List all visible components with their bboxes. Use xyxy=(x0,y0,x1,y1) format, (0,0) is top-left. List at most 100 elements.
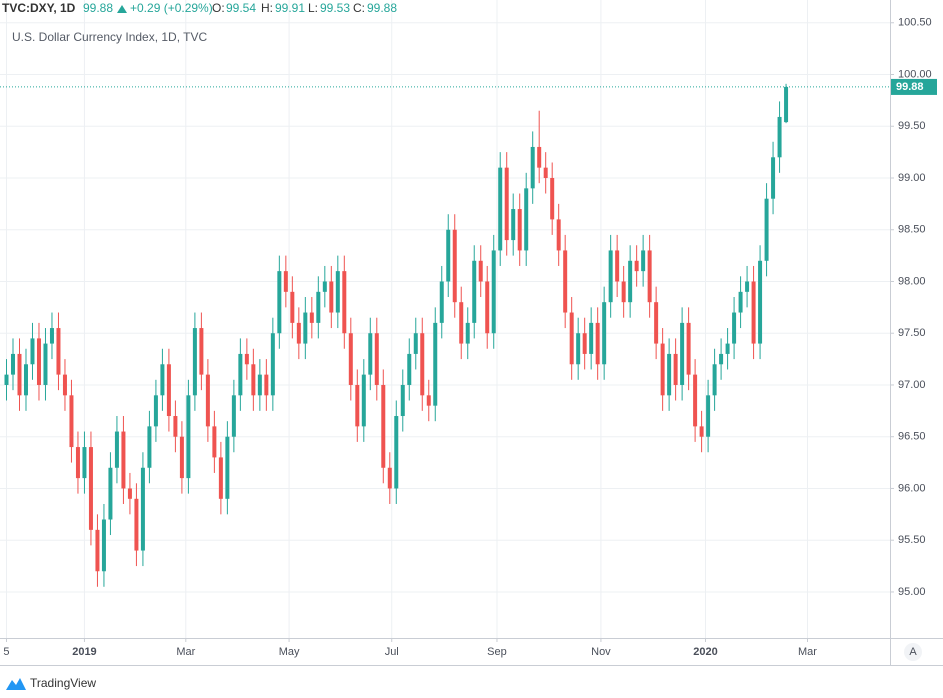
candle-body xyxy=(166,364,171,417)
candle-body xyxy=(407,353,412,385)
y-tick-label: 99.00 xyxy=(898,172,926,184)
candle-body xyxy=(179,436,184,479)
change: +0.29 (+0.29%) xyxy=(130,1,213,15)
candle-body xyxy=(43,343,48,385)
candle-body xyxy=(589,322,594,354)
candle-body xyxy=(647,250,652,303)
candle-body xyxy=(75,447,80,479)
candle-body xyxy=(10,353,15,375)
candle-body xyxy=(686,322,691,375)
candle-body xyxy=(511,209,516,241)
candle-body xyxy=(725,343,730,354)
candle-body xyxy=(140,467,145,551)
candle-body xyxy=(101,519,106,572)
candle-body xyxy=(465,322,470,344)
y-tick-label: 98.00 xyxy=(898,275,926,287)
x-tick-label: 2020 xyxy=(693,646,717,658)
candle-body xyxy=(69,395,74,448)
candle-body xyxy=(563,250,568,313)
candle-body xyxy=(485,281,490,334)
candle-body xyxy=(4,374,9,385)
x-tick-label: May xyxy=(279,646,300,658)
candle-body xyxy=(134,498,139,551)
chart-title: U.S. Dollar Currency Index, 1D, TVC xyxy=(12,30,208,44)
candle-body xyxy=(569,312,574,365)
candle-body xyxy=(303,312,308,344)
candle-body xyxy=(472,260,477,323)
candles xyxy=(0,83,890,587)
scale-button-label[interactable]: A xyxy=(909,646,917,658)
scale-button-bg[interactable] xyxy=(904,643,922,661)
candle-body xyxy=(777,116,782,158)
x-tick-label: Jul xyxy=(385,646,399,658)
candle-body xyxy=(49,328,54,344)
ohlc-value: 99.53 xyxy=(320,1,350,15)
candle-body xyxy=(576,333,581,365)
candle-body xyxy=(205,374,210,427)
candle-body xyxy=(654,302,659,344)
candle-body xyxy=(491,250,496,334)
candle-body xyxy=(693,374,698,427)
candle-body xyxy=(342,271,347,334)
candle-body xyxy=(660,343,665,396)
candle-body xyxy=(121,431,126,489)
candle-body xyxy=(127,488,132,499)
candle-body xyxy=(212,426,217,458)
y-tick-label: 96.50 xyxy=(898,431,926,443)
candle-body xyxy=(498,167,503,251)
brand-logo[interactable] xyxy=(6,678,26,690)
candle-body xyxy=(114,431,119,468)
candle-body xyxy=(348,333,353,385)
candle-body xyxy=(361,374,366,427)
candle-body xyxy=(283,271,288,292)
ohlc-label: H: xyxy=(261,1,273,15)
candle-body xyxy=(420,333,425,396)
candle-body xyxy=(277,271,282,334)
candle-body xyxy=(582,333,587,354)
candle-body xyxy=(719,353,724,365)
candle-body xyxy=(667,353,672,396)
candle-body xyxy=(231,395,236,437)
ohlc-value: 99.91 xyxy=(275,1,305,15)
brand[interactable]: TradingView xyxy=(6,676,96,690)
candle-body xyxy=(257,374,262,396)
candle-body xyxy=(394,416,399,489)
y-tick-label: 96.00 xyxy=(898,482,926,494)
candle-body xyxy=(628,260,633,303)
candle-body xyxy=(108,467,113,520)
candle-body xyxy=(543,167,548,178)
candle-body xyxy=(732,312,737,344)
candle-body xyxy=(615,250,620,282)
ohlc-label: C: xyxy=(353,1,365,15)
candle-body xyxy=(264,374,269,396)
ohlc-value: 99.88 xyxy=(367,1,397,15)
candle-body xyxy=(82,447,87,479)
candle-body xyxy=(784,86,789,123)
candle-body xyxy=(199,328,204,375)
y-tick-label: 95.00 xyxy=(898,586,926,598)
candle-body xyxy=(218,457,223,499)
candle-body xyxy=(173,416,178,437)
candle-body xyxy=(433,322,438,406)
candle-body xyxy=(680,322,685,385)
candle-body xyxy=(400,384,405,417)
scale-button[interactable]: A xyxy=(904,643,922,661)
y-tick-label: 97.50 xyxy=(898,327,926,339)
x-tick-label: 5 xyxy=(3,646,9,658)
candle-body xyxy=(56,328,61,375)
candle-body xyxy=(23,364,28,396)
candle-body xyxy=(537,146,542,168)
candle-body xyxy=(758,260,763,344)
candle-body xyxy=(634,260,639,272)
candle-body xyxy=(673,353,678,385)
candle-body xyxy=(30,338,35,365)
candle-body xyxy=(771,157,776,199)
candle-body xyxy=(335,271,340,313)
candle-body xyxy=(706,395,711,437)
candle-body xyxy=(322,281,327,292)
candle-body xyxy=(368,333,373,375)
y-tick-label: 98.50 xyxy=(898,224,926,236)
candle-body xyxy=(17,353,22,396)
brand-name[interactable]: TradingView xyxy=(30,676,96,690)
